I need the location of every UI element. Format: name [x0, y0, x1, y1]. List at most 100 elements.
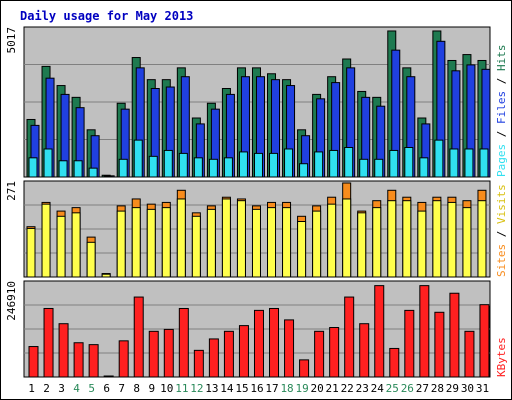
bar-sites-day-30	[462, 207, 472, 278]
series-sites	[26, 198, 487, 278]
day-label-6: 6	[103, 382, 110, 395]
bar-sites-day-17	[267, 207, 277, 278]
bar-kbytes-day-6	[103, 375, 114, 378]
bar-sites-day-9	[146, 208, 156, 278]
bar-kbytes-day-22	[344, 296, 355, 378]
day-label-29: 29	[446, 382, 459, 395]
day-label-17: 17	[265, 382, 278, 395]
day-label-10: 10	[160, 382, 173, 395]
bar-sites-day-12	[191, 215, 201, 278]
bar-sites-day-3	[56, 215, 66, 278]
day-label-11: 11	[175, 382, 188, 395]
day-label-24: 24	[371, 382, 385, 395]
day-label-2: 2	[43, 382, 50, 395]
legend-hits: Hits	[495, 45, 508, 72]
bar-sites-day-25	[387, 200, 397, 278]
bar-kbytes-day-9	[148, 330, 159, 378]
bar-sites-day-13	[206, 208, 216, 278]
bar-kbytes-day-1	[28, 346, 39, 378]
day-label-28: 28	[431, 382, 444, 395]
panel-visitors: 271 Sites / Visits	[5, 180, 508, 278]
day-label-31: 31	[476, 382, 489, 395]
bar-pages-day-13	[208, 158, 218, 178]
bar-pages-day-14	[223, 157, 233, 178]
bar-pages-day-17	[269, 152, 279, 178]
day-label-1: 1	[28, 382, 35, 395]
bar-sites-day-7	[116, 210, 126, 278]
bar-pages-day-12	[193, 157, 203, 178]
bar-pages-day-23	[359, 158, 369, 178]
day-label-18: 18	[280, 382, 293, 395]
bar-sites-day-18	[282, 207, 292, 278]
label-separator: /	[495, 124, 508, 144]
day-label-27: 27	[416, 382, 429, 395]
panel-kbytes-right-label: KBytes	[495, 337, 508, 377]
bar-kbytes-day-5	[88, 344, 99, 378]
day-label-22: 22	[341, 382, 354, 395]
bar-pages-day-5	[88, 167, 98, 178]
panel-traffic-right-label: Pages / Files / Hits	[495, 45, 508, 178]
day-label-20: 20	[311, 382, 324, 395]
bar-kbytes-day-28	[434, 311, 445, 378]
bar-kbytes-day-31	[479, 304, 490, 378]
day-label-16: 16	[250, 382, 263, 395]
bar-pages-day-15	[238, 151, 248, 178]
bar-pages-day-10	[163, 149, 173, 178]
bar-sites-day-28	[432, 200, 442, 278]
bar-pages-day-3	[58, 160, 68, 178]
bar-pages-day-26	[404, 147, 414, 178]
bar-sites-day-24	[372, 207, 382, 278]
bar-pages-day-8	[133, 139, 143, 178]
label-separator: /	[495, 71, 508, 91]
series-files	[30, 40, 491, 178]
bar-sites-day-31	[477, 200, 487, 278]
day-label-14: 14	[220, 382, 234, 395]
day-label-7: 7	[118, 382, 125, 395]
bar-kbytes-day-12	[193, 349, 204, 378]
panel-kbytes: 246910 KBytes	[5, 280, 508, 378]
day-label-15: 15	[235, 382, 248, 395]
bar-kbytes-day-30	[464, 330, 475, 378]
bar-pages-day-25	[389, 149, 399, 178]
day-label-5: 5	[88, 382, 95, 395]
label-separator: /	[495, 224, 508, 244]
bar-kbytes-day-13	[208, 338, 219, 378]
panel-visitors-right-label: Sites / Visits	[495, 184, 508, 277]
bar-kbytes-day-18	[284, 319, 295, 378]
day-label-9: 9	[148, 382, 155, 395]
bar-pages-day-7	[118, 158, 128, 178]
bar-pages-day-29	[449, 148, 459, 178]
day-label-8: 8	[133, 382, 140, 395]
bar-kbytes-day-25	[389, 347, 400, 378]
bar-pages-day-27	[419, 157, 429, 178]
bar-sites-day-5	[86, 241, 96, 278]
bar-pages-day-28	[434, 139, 444, 178]
day-label-21: 21	[326, 382, 339, 395]
bar-kbytes-day-23	[359, 323, 370, 378]
bar-pages-day-1	[28, 157, 38, 178]
legend-sites: Sites	[495, 244, 508, 277]
bar-sites-day-15	[236, 200, 246, 278]
bar-sites-day-14	[221, 198, 231, 278]
bar-kbytes-day-3	[58, 323, 69, 378]
bar-sites-day-4	[71, 212, 81, 278]
day-label-4: 4	[73, 382, 80, 395]
bar-kbytes-day-10	[163, 328, 174, 378]
series-kbytes	[28, 285, 490, 378]
series-pages	[28, 139, 489, 178]
bar-sites-day-20	[312, 210, 322, 278]
bar-kbytes-day-17	[269, 307, 280, 378]
panel-visitors-max-label: 271	[5, 181, 18, 201]
day-label-19: 19	[295, 382, 308, 395]
bar-pages-day-4	[73, 160, 83, 178]
day-label-13: 13	[205, 382, 218, 395]
bar-pages-day-9	[148, 155, 158, 178]
bar-kbytes-day-20	[314, 330, 325, 378]
day-label-25: 25	[386, 382, 399, 395]
panel-traffic: 5017 Pages / Files / Hits	[5, 26, 508, 178]
bar-sites-day-23	[357, 212, 367, 278]
bar-pages-day-6	[103, 175, 113, 178]
legend-kbytes: KBytes	[495, 337, 508, 377]
bar-kbytes-day-14	[223, 330, 234, 378]
bar-kbytes-day-7	[118, 340, 129, 378]
